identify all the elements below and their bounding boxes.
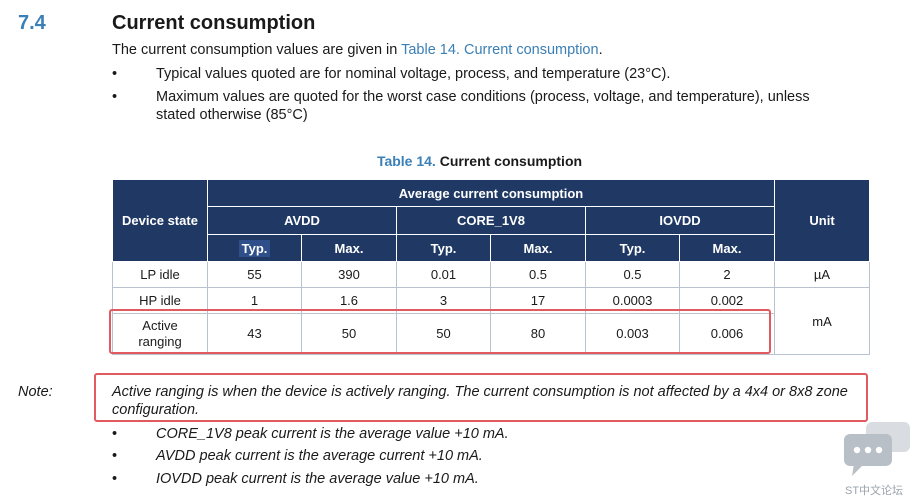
bullet-text: Typical values quoted are for nominal vo… (156, 66, 671, 82)
chat-bubbles-icon (844, 422, 910, 476)
cell-unit: µA (774, 261, 871, 288)
note-text: Active ranging is when the device is act… (112, 384, 848, 418)
header-unit: Unit (774, 179, 871, 262)
note-bullet-text: AVDD peak current is the average current… (156, 448, 483, 464)
table-row-active-ranging: Active ranging 43 50 50 80 0.003 0.006 (112, 313, 870, 355)
cell-value: 50 (301, 313, 397, 355)
cell-value: 55 (207, 261, 302, 288)
cell-state: LP idle (112, 261, 208, 288)
watermark-text: ST中文论坛 (845, 485, 904, 497)
cell-state-line: Active (142, 318, 178, 333)
cell-unit: mA (774, 287, 871, 355)
active-ranging-highlight-box (109, 309, 771, 354)
header-avdd: AVDD (207, 206, 397, 235)
header-typ: Typ. (396, 234, 491, 262)
header-typ: Typ. (585, 234, 680, 262)
bullet-dot: • (112, 89, 118, 105)
bullet-dot: • (112, 448, 118, 464)
bullet-dot: • (112, 66, 118, 82)
cell-value: 0.5 (490, 261, 586, 288)
note-highlight-box (94, 373, 868, 422)
header-max: Max. (678, 234, 776, 262)
cell-value: 0.003 (585, 313, 680, 355)
caption-title: Current consumption (439, 153, 583, 169)
note-bullet-text: IOVDD peak current is the average value … (156, 471, 479, 487)
header-device-state: Device state (112, 179, 208, 262)
note-label: Note: (18, 384, 53, 400)
table-row-lp-idle: LP idle 55 390 0.01 0.5 0.5 2 µA (112, 261, 871, 288)
header-typ: Typ. (207, 234, 302, 262)
header-average-current: Average current consumption (206, 179, 776, 207)
caption-label: Table 14. (376, 153, 436, 169)
current-consumption-table: Device state Average current consumption… (112, 179, 871, 355)
bullet-dot: • (112, 471, 118, 487)
header-iovdd: IOVDD (584, 206, 776, 235)
section-number: 7.4 (18, 12, 46, 34)
cell-value: 43 (207, 313, 302, 355)
header-core-1v8: CORE_1V8 (396, 206, 586, 235)
header-typ-label: Typ. (238, 239, 271, 257)
bullet-text: Maximum values are quoted for the worst … (156, 89, 810, 123)
table-caption: Table 14. Current consumption (0, 153, 922, 169)
cell-value: 50 (396, 313, 491, 355)
section-title: Current consumption (112, 12, 316, 34)
cell-value: 2 (678, 261, 776, 288)
cell-value: 0.5 (585, 261, 680, 288)
cell-state: Active ranging (112, 313, 208, 355)
header-max: Max. (301, 234, 397, 262)
cell-value: 0.01 (396, 261, 491, 288)
header-max: Max. (490, 234, 586, 262)
table-reference-link[interactable]: Table 14. Current consumption (401, 42, 599, 58)
cell-value: 80 (490, 313, 586, 355)
intro-suffix: . (598, 42, 603, 58)
intro-prefix: The current consumption values are given… (112, 42, 402, 58)
cell-value: 0.006 (678, 313, 776, 355)
bullet-dot: • (112, 426, 118, 442)
note-bullet-text: CORE_1V8 peak current is the average val… (156, 426, 509, 442)
cell-state-line: ranging (138, 334, 182, 349)
intro-paragraph: The current consumption values are given… (112, 42, 603, 58)
cell-value: 390 (301, 261, 397, 288)
cell-value: 1.6 (301, 287, 397, 314)
